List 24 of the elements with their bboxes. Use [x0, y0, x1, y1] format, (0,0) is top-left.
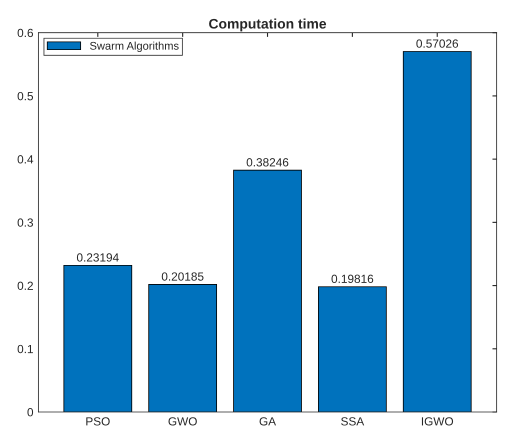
- data-label: 0.38246: [246, 158, 288, 167]
- x-tick-label: GA: [260, 417, 276, 426]
- y-tick-label: 0.6: [18, 28, 34, 38]
- x-tick-label: SSA: [341, 417, 364, 426]
- y-tick-label: 0: [27, 408, 34, 416]
- bar: [402, 51, 472, 412]
- data-label: 0.23194: [76, 253, 119, 262]
- data-label: 0.19816: [332, 274, 374, 284]
- chart-title: Computation time: [209, 18, 326, 32]
- bar: [63, 264, 132, 412]
- x-tick-label: IGWO: [422, 417, 454, 426]
- y-tick-label: 0.3: [18, 218, 34, 227]
- y-tick-label: 0.2: [18, 282, 33, 290]
- bar: [233, 170, 302, 412]
- data-label: 0.57026: [416, 39, 458, 48]
- y-tick-label: 0.4: [18, 155, 34, 164]
- x-tick-label: GWO: [168, 417, 197, 426]
- legend-label: Swarm Algorithms: [90, 42, 179, 52]
- data-label: 0.20185: [162, 272, 204, 281]
- y-tick-label: 0.5: [18, 92, 34, 100]
- x-tick-label: PSO: [86, 417, 110, 426]
- y-tick-label: 0.1: [18, 344, 33, 354]
- bar: [318, 286, 387, 412]
- bar: [148, 284, 218, 412]
